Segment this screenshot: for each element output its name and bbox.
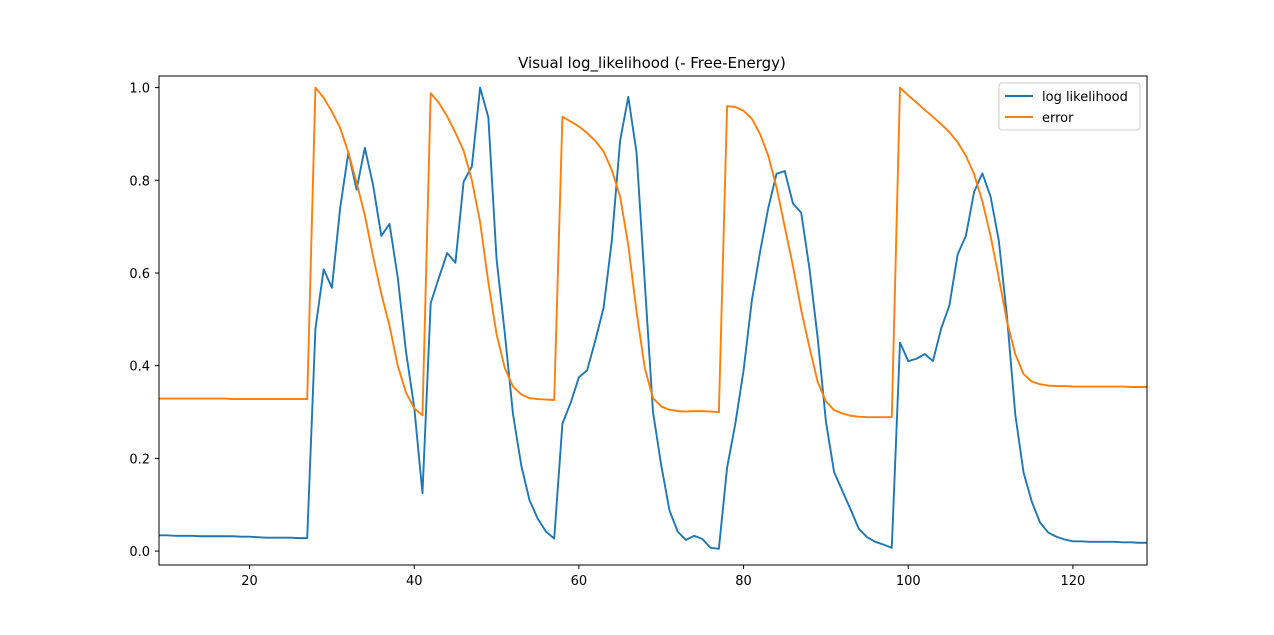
x-tick-label: 120: [1060, 574, 1085, 589]
x-tick-label: 80: [735, 574, 752, 589]
x-tick-label: 40: [406, 574, 423, 589]
x-tick-label: 20: [241, 574, 258, 589]
series-layer: [159, 86, 1147, 550]
chart-title: Visual log_likelihood (- Free-Energy): [518, 54, 786, 73]
x-tick-label: 100: [896, 574, 921, 589]
y-tick-label: 0.2: [129, 452, 150, 467]
y-axis: 0.0 0.2 0.4 0.6 0.8 1.0: [129, 82, 159, 560]
y-tick-label: 0.8: [129, 174, 150, 189]
series-line-error: [159, 86, 1147, 419]
plot-frame: [158, 75, 1148, 566]
series-line-log-likelihood: [159, 86, 1147, 550]
y-tick-label: 1.0: [129, 82, 150, 97]
legend-label-error: error: [1042, 111, 1074, 126]
y-tick-label: 0.4: [129, 360, 150, 375]
legend-label-log-likelihood: log likelihood: [1042, 90, 1128, 105]
x-axis: 20 40 60 80 100 120: [241, 565, 1085, 589]
y-tick-label: 0.6: [129, 267, 150, 282]
y-tick-label: 0.0: [129, 545, 150, 560]
legend-box: [998, 82, 1141, 131]
x-tick-label: 60: [571, 574, 588, 589]
legend: log likelihood error: [998, 82, 1141, 131]
